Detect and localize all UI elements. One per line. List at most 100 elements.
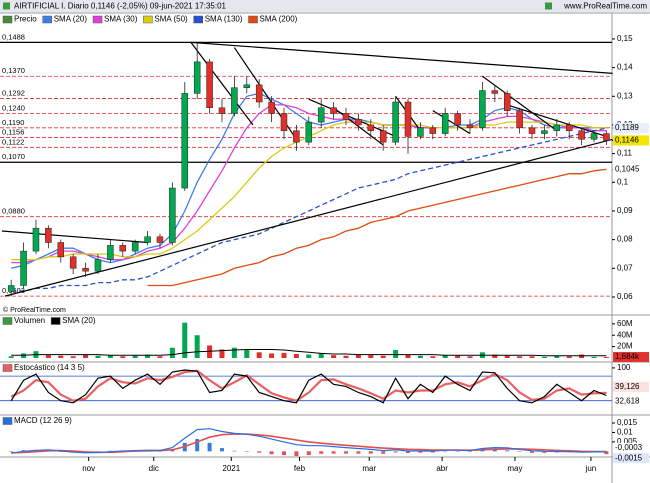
volume-bar — [207, 345, 213, 358]
candle-body — [231, 87, 238, 114]
sma-line — [147, 168, 607, 287]
volume-bar — [269, 353, 275, 358]
volume-bar — [355, 354, 361, 358]
site-icon — [545, 2, 552, 10]
candle-body — [330, 107, 337, 114]
macd-histogram — [455, 451, 460, 452]
volume-bar — [455, 355, 461, 358]
candle-body — [69, 256, 77, 269]
candle-body — [479, 90, 486, 129]
legend-label: SMA (30) — [104, 15, 138, 24]
x-tick-label: mar — [362, 464, 376, 473]
candle-body — [454, 113, 461, 126]
legend-swatch — [92, 15, 103, 24]
last-value-box — [613, 164, 649, 175]
y-tick-label: 0,07 — [617, 263, 633, 272]
volume-bar — [145, 354, 151, 358]
candle-body — [429, 127, 437, 134]
volume-bar — [107, 355, 113, 358]
macd-histogram — [381, 451, 386, 454]
legend-label: MACD (12 26 9) — [14, 416, 72, 425]
legend-swatch — [248, 15, 258, 24]
volume-bar — [492, 354, 498, 358]
candle-body — [107, 245, 114, 260]
macd-histogram — [530, 451, 535, 453]
y-tick-label: 0,09 — [617, 206, 633, 215]
legend-label: SMA (130) — [205, 15, 243, 24]
legend-label: SMA (200) — [260, 15, 298, 24]
last-value-label: 0,1045 — [615, 165, 640, 174]
y-tick-label: 0,1 — [617, 177, 629, 186]
stoch-d — [10, 369, 607, 402]
candle-body — [169, 187, 176, 243]
level-label: 0,1190 — [2, 118, 24, 127]
level-label: 0,1156 — [2, 128, 24, 137]
volume-bar — [58, 355, 64, 358]
level-label: 0,1292 — [2, 89, 25, 98]
x-tick-label: nov — [82, 464, 95, 473]
last-value-label: 32,618 — [615, 397, 640, 406]
level-label: 0,1488 — [2, 32, 25, 41]
y-tick-label: 0,08 — [617, 235, 633, 244]
volume-bar — [83, 354, 89, 358]
macd-histogram — [356, 451, 361, 454]
candle-body — [119, 245, 127, 252]
y-tick-label: 40M — [617, 330, 633, 339]
macd-histogram — [269, 451, 274, 455]
volume-bar — [541, 356, 547, 358]
candle-body — [268, 101, 275, 114]
trend-line — [190, 42, 254, 126]
candle-body — [255, 84, 263, 103]
candle-body — [355, 118, 362, 126]
legend-swatch — [50, 317, 61, 325]
macd-signal — [11, 433, 607, 454]
candle-body — [417, 127, 424, 137]
volume-bar — [306, 354, 312, 358]
credit: © ProRealTime.com — [3, 306, 66, 314]
trend-line — [432, 110, 471, 135]
candle-body — [503, 93, 511, 111]
macd-histogram — [306, 451, 311, 456]
macd-histogram — [418, 451, 423, 453]
y-tick-label: 0,005 — [617, 437, 638, 446]
volume-bar — [132, 355, 138, 358]
volume-bar — [467, 356, 473, 358]
y-tick-label: 0,13 — [617, 91, 633, 100]
legend-label: Estocástico (14 3 5) — [14, 363, 85, 372]
candle-body — [305, 121, 313, 143]
macd-histogram — [480, 450, 485, 452]
legend-swatch — [193, 15, 203, 24]
last-value-label: 0,1189 — [615, 123, 639, 132]
last-value-box — [613, 123, 649, 134]
candle-body — [367, 124, 375, 131]
volume-bar — [368, 355, 374, 358]
legend-label: SMA (50) — [154, 15, 188, 24]
x-tick-label: may — [507, 464, 522, 473]
last-value-marker — [612, 139, 613, 141]
volume-bar — [566, 356, 572, 358]
volume-bar — [331, 355, 337, 358]
candle-body — [293, 130, 300, 143]
candle-body — [392, 101, 399, 143]
volume-bar — [417, 355, 423, 358]
y-tick-label: 60M — [617, 319, 633, 328]
x-tick-label: feb — [294, 464, 306, 473]
last-value-label: 0,1146 — [615, 136, 639, 145]
macd-histogram — [604, 451, 609, 455]
header-icon — [3, 2, 10, 10]
macd-histogram — [406, 451, 410, 454]
volume-bar — [529, 356, 535, 358]
candle-body — [206, 61, 213, 109]
last-value-box — [613, 352, 649, 363]
legend-label: SMA (20) — [62, 316, 96, 325]
last-value-box — [613, 453, 649, 464]
volume-bar — [343, 355, 349, 358]
candle-body — [541, 130, 548, 134]
volume-sma — [11, 349, 607, 357]
volume-bar — [603, 357, 609, 358]
volume-bar — [430, 356, 436, 358]
macd-histogram — [319, 451, 324, 454]
candle-body — [491, 90, 499, 94]
trend-line — [308, 98, 396, 137]
last-value-box — [613, 135, 649, 146]
